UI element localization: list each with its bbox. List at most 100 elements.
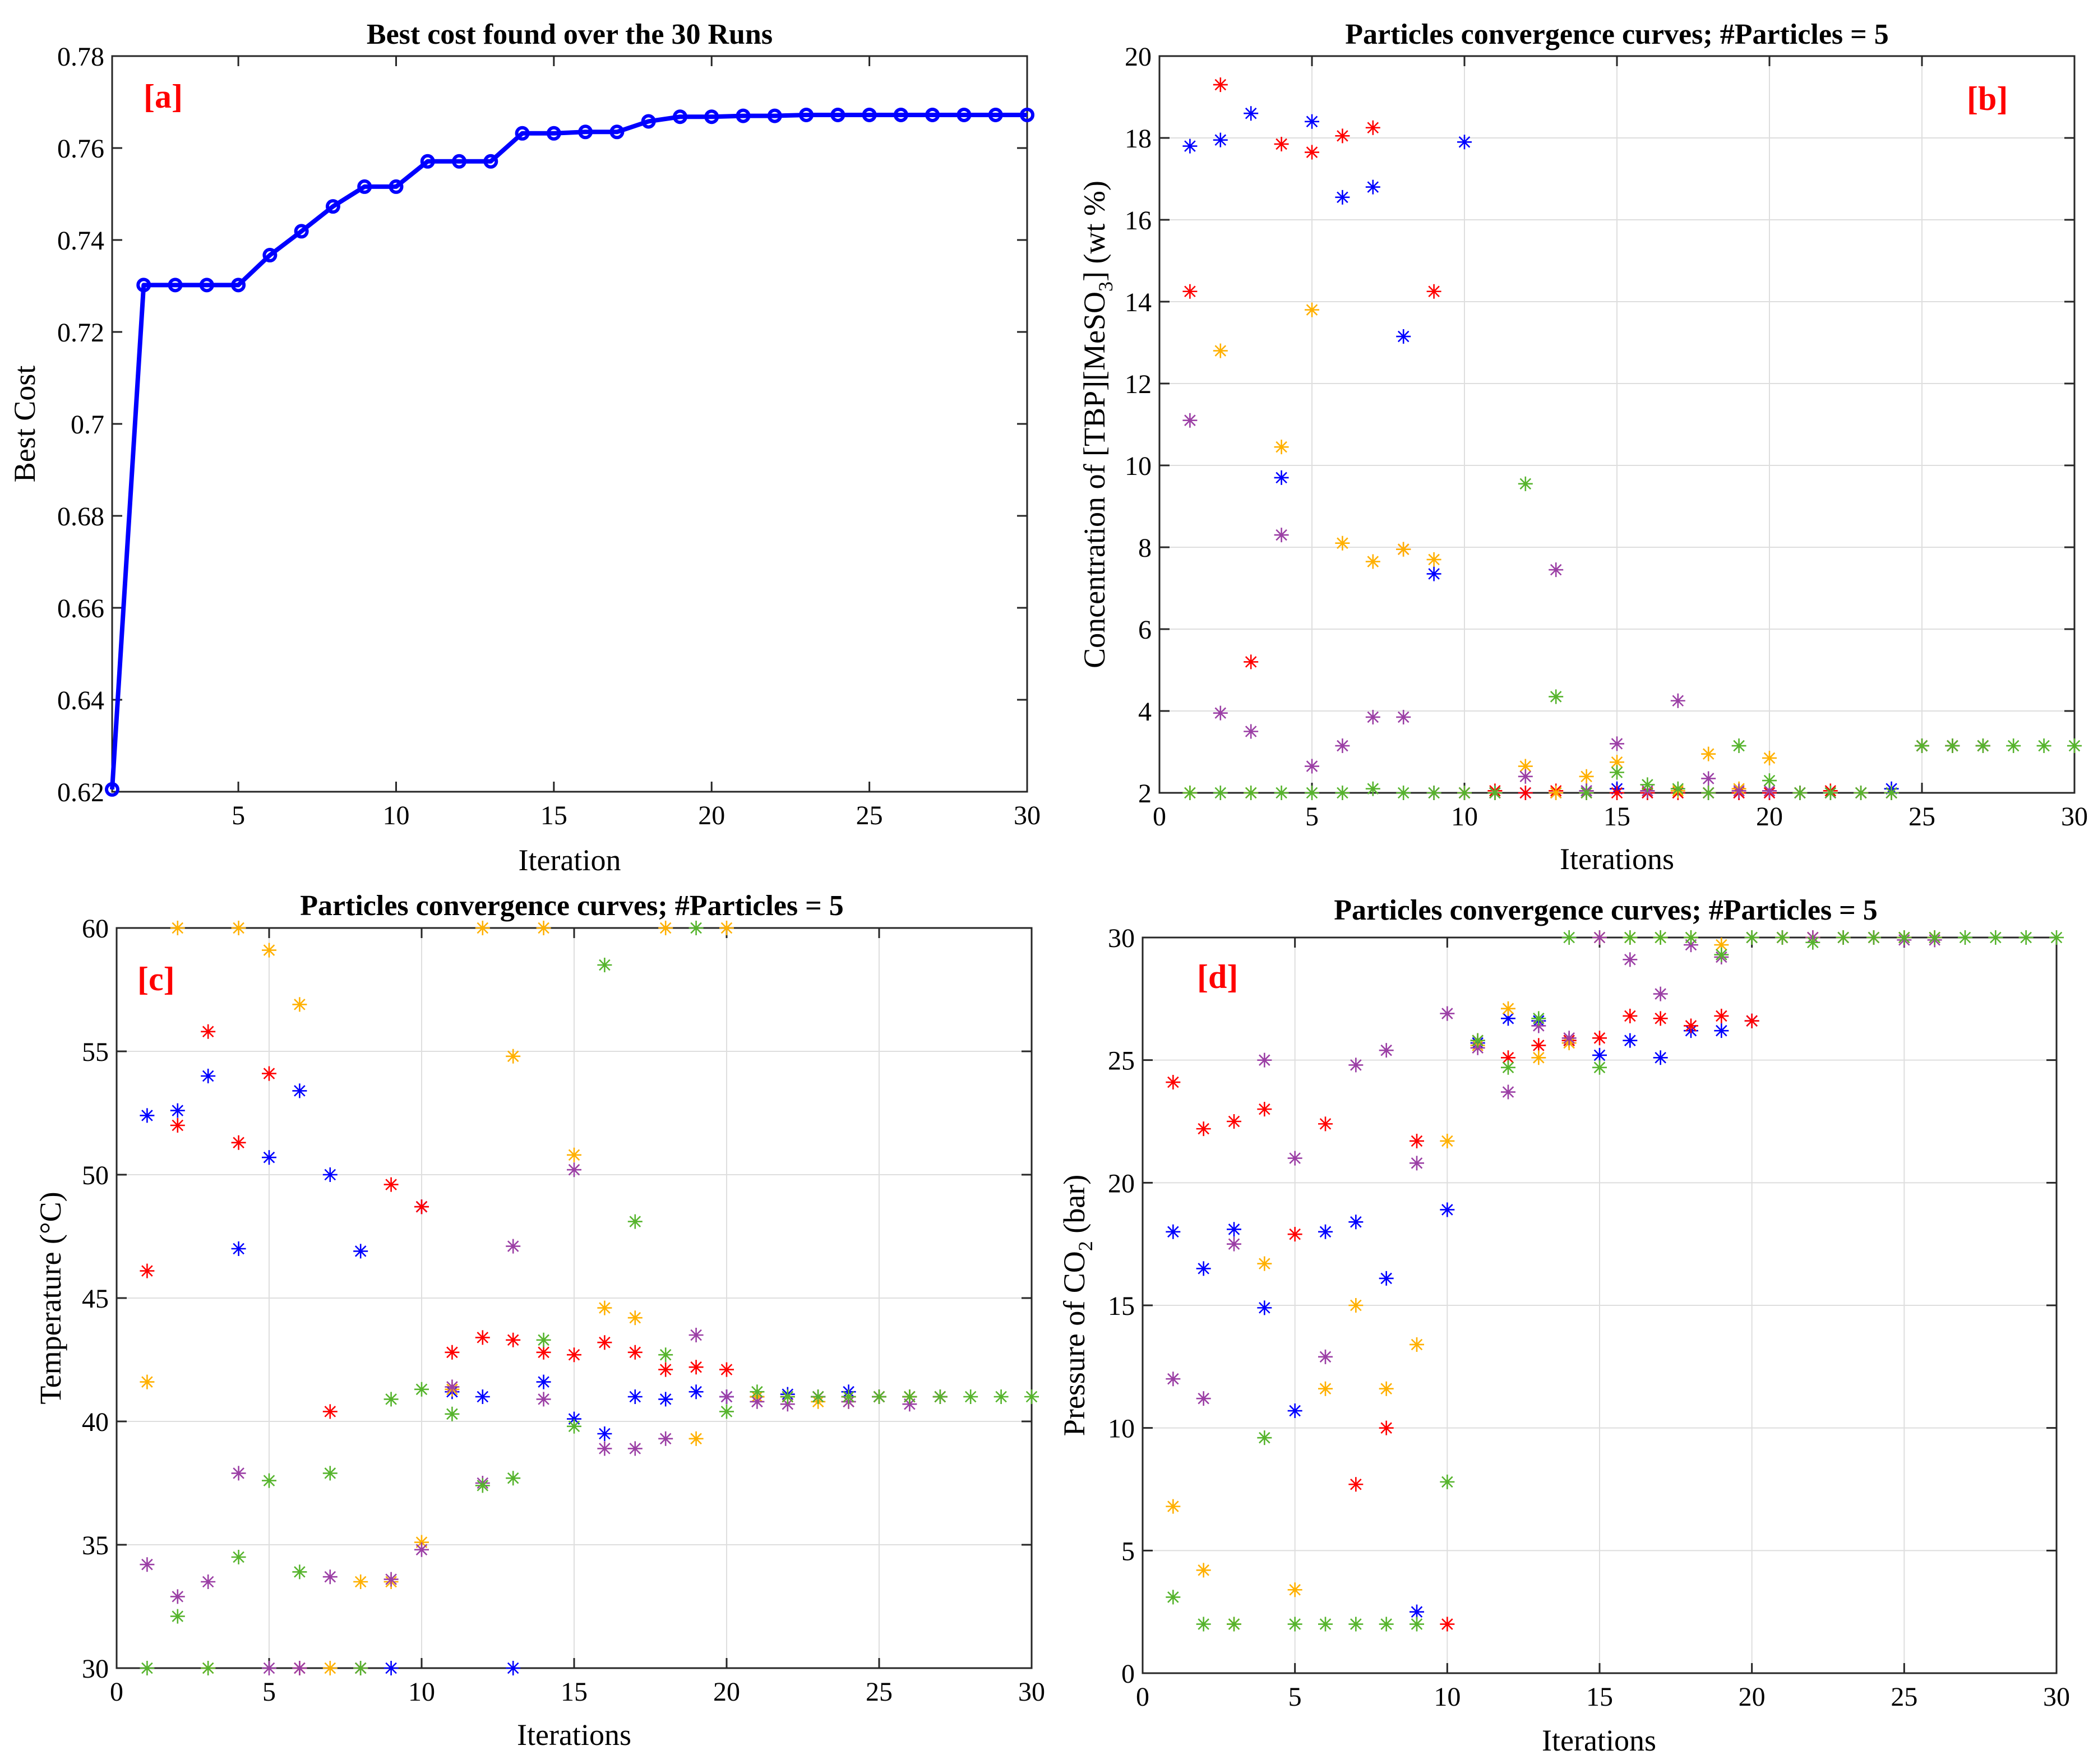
particle-4-point: [506, 1239, 521, 1254]
best-cost-point: [357, 179, 372, 194]
particle-5-point: [1335, 786, 1350, 800]
particle-4-point: [383, 1572, 399, 1587]
particle-2-point: [1379, 1420, 1394, 1435]
particle-1-point: [170, 1103, 185, 1118]
particle-2-point: [262, 1066, 276, 1081]
best-cost-point: [578, 124, 593, 140]
particle-5-point: [627, 1214, 643, 1229]
particle-4-point: [1196, 1391, 1211, 1406]
particle-1-point: [658, 1392, 673, 1407]
particle-5-point: [841, 1389, 856, 1404]
panel-b-series-5: [1182, 476, 2082, 800]
particle-3-point: [262, 943, 276, 958]
particle-1-point: [1365, 179, 1380, 195]
best-cost-point: [199, 278, 214, 293]
particle-1-point: [1440, 1202, 1455, 1217]
particle-3-point: [1166, 1499, 1181, 1514]
panel-d-x-tick-label: 5: [1288, 1682, 1302, 1712]
particle-5-point: [1884, 786, 1899, 800]
particle-3-point: [1579, 769, 1594, 784]
panel-c-x-tick-label: 10: [408, 1677, 435, 1707]
particle-1-point: [1457, 135, 1472, 150]
particle-4-point: [1549, 562, 1564, 578]
particle-4-point: [445, 1379, 460, 1394]
particle-5-point: [1257, 1430, 1272, 1446]
particle-5-point: [1836, 930, 1851, 945]
particle-1-point: [475, 1389, 490, 1404]
particle-2-point: [1440, 1617, 1455, 1632]
best-cost-point: [672, 109, 687, 124]
particle-5-point: [201, 1661, 216, 1675]
panel-b-y-tick-label: 14: [1125, 288, 1152, 317]
particle-4-point: [1701, 771, 1716, 786]
particle-5-point: [1379, 1617, 1394, 1632]
best-cost-point: [609, 124, 625, 140]
panel-a-x-tick-label: 10: [382, 801, 409, 830]
particle-1-point: [1335, 190, 1350, 205]
particle-4-point: [1244, 724, 1259, 739]
panel-d-y-tick-label: 10: [1108, 1414, 1135, 1444]
panel-b-y-tick-label: 10: [1125, 451, 1152, 481]
panel-a-y-tick-label: 0.74: [57, 226, 104, 256]
particle-5-point: [932, 1389, 948, 1404]
panel-c-x-tick-label: 15: [561, 1677, 588, 1707]
panel-a-tag: [a]: [144, 78, 183, 115]
particle-4-point: [231, 1466, 246, 1481]
panel-a-y-tick-label: 0.72: [57, 318, 104, 348]
particle-4-point: [902, 1397, 917, 1412]
particle-4-point: [1501, 1084, 1515, 1100]
panel-d-x-tick-label: 30: [2043, 1682, 2070, 1712]
panel-c-x-tick-label: 30: [1018, 1677, 1045, 1707]
particle-1-point: [262, 1150, 276, 1165]
panel-c-y-tick-label: 45: [82, 1284, 109, 1314]
panel-d-grid: [1143, 938, 2057, 1673]
particle-3-point: [292, 997, 307, 1012]
particle-1-point: [1592, 1047, 1607, 1063]
particle-5-point: [1396, 786, 1411, 800]
particle-2-point: [201, 1024, 216, 1039]
particle-3-point: [1549, 786, 1564, 800]
panel-a-x-tick-label: 15: [540, 801, 567, 830]
particle-5-point: [1623, 930, 1638, 945]
panel-b-x-tick-label: 5: [1305, 802, 1319, 832]
best-cost-point: [483, 154, 498, 169]
panel-c-y-tick-label: 60: [82, 914, 109, 944]
particle-2-point: [322, 1404, 338, 1419]
particle-5-point: [1670, 781, 1685, 796]
particle-5-point: [1854, 786, 1869, 800]
best-cost-point: [641, 114, 656, 129]
particle-5-point: [1426, 786, 1441, 800]
particle-4-point: [688, 1328, 704, 1342]
particle-2-point: [1182, 284, 1198, 299]
panel-b-y-tick-label: 2: [1138, 779, 1152, 809]
particle-1-point: [201, 1069, 216, 1083]
panel-a-x-tick-label: 25: [856, 801, 883, 830]
panel-d-pressure: Particles convergence curves; #Particles…: [1057, 894, 2070, 1757]
particle-3-point: [536, 921, 551, 935]
panel-d-y-tick-label: 30: [1108, 923, 1135, 953]
particle-2-point: [719, 1362, 734, 1377]
particle-2-point: [627, 1345, 643, 1360]
panel-d-x-tick-label: 15: [1586, 1682, 1613, 1712]
panel-a-y-tick-label: 0.78: [57, 42, 104, 72]
panel-b-tag: [b]: [1967, 80, 2008, 117]
particle-1-point: [1305, 114, 1319, 129]
panel-b-y-tick-label: 20: [1125, 42, 1152, 72]
particle-4-point: [536, 1392, 551, 1407]
panel-b-y-tick-label: 12: [1125, 370, 1152, 399]
particle-1-point: [383, 1661, 399, 1675]
panel-a-y-axis-label: Best Cost: [8, 366, 41, 483]
panel-c-series: [140, 921, 1039, 1675]
particle-2-point: [1335, 128, 1350, 144]
particle-5-point: [1792, 786, 1808, 800]
particle-4-point: [262, 1661, 276, 1675]
panel-d-title: Particles convergence curves; #Particles…: [1334, 894, 1878, 926]
panel-c-y-tick-label: 30: [82, 1654, 109, 1684]
particle-1-point: [1396, 329, 1411, 344]
best-cost-point: [452, 154, 467, 169]
particle-2-point: [1744, 1013, 1759, 1028]
best-cost-point: [136, 278, 151, 293]
particle-2-point: [1365, 120, 1380, 135]
particle-5-point: [1701, 786, 1716, 800]
particle-2-point: [1714, 1008, 1729, 1023]
